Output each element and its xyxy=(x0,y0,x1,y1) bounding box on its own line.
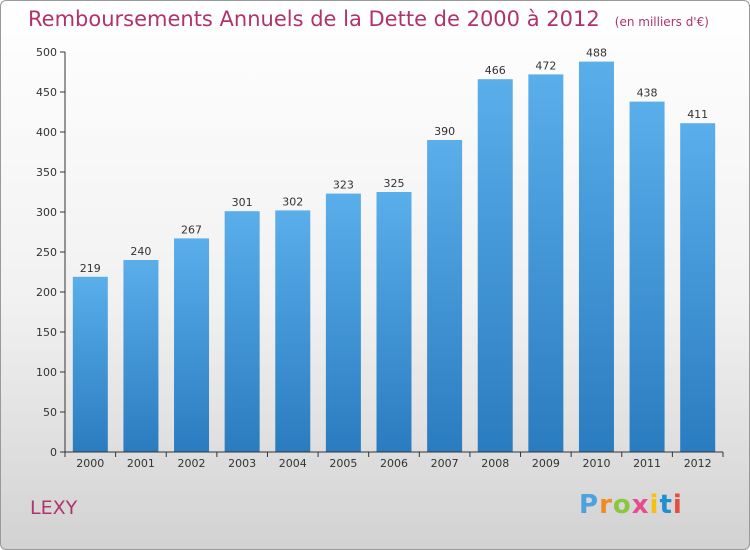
data-label-2001: 240 xyxy=(130,245,151,258)
axes-group: 2000 2001 2002 2003 2004 2005 2006 2007 2008 2009… xyxy=(36,46,724,470)
y-tick-label-400: 400 xyxy=(36,126,57,139)
y-tick-label-500: 500 xyxy=(36,46,57,59)
data-label-2010: 488 xyxy=(586,47,607,60)
y-tick-label-300: 300 xyxy=(36,206,57,219)
x-tick-label-2003: 2003 xyxy=(228,457,256,470)
data-label-2002: 267 xyxy=(181,223,202,236)
y-tick-label-200: 200 xyxy=(36,286,57,299)
y-tick-label-450: 450 xyxy=(36,86,57,99)
bar-2004 xyxy=(275,210,311,452)
data-label-2008: 466 xyxy=(485,64,506,77)
y-tick-label-350: 350 xyxy=(36,166,57,179)
brand-letter: i xyxy=(672,490,683,520)
x-tick-label-2010: 2010 xyxy=(582,457,610,470)
bar-2003 xyxy=(224,211,260,452)
bar-2010 xyxy=(578,61,614,452)
data-label-2009: 472 xyxy=(535,59,556,72)
data-label-2006: 325 xyxy=(384,177,405,190)
bar-2009 xyxy=(528,74,564,453)
x-tick-label-2004: 2004 xyxy=(279,457,307,470)
x-tick-label-2007: 2007 xyxy=(431,457,459,470)
data-label-2000: 219 xyxy=(80,262,101,275)
y-tick-label-150: 150 xyxy=(36,326,57,339)
bars-group: 219 240 267 301 302 323 325 390 466 472 488 438 411 xyxy=(72,47,716,453)
chart-unit: (en milliers d'€) xyxy=(614,15,709,29)
chart-title-main: Remboursements Annuels de la Dette de 20… xyxy=(28,7,600,31)
brand-letter: t xyxy=(659,490,673,520)
x-tick-label-2009: 2009 xyxy=(532,457,560,470)
chart-title: Remboursements Annuels de la Dette de 20… xyxy=(28,7,709,31)
x-tick-label-2002: 2002 xyxy=(178,457,206,470)
data-label-2007: 390 xyxy=(434,125,455,138)
data-label-2012: 411 xyxy=(687,108,708,121)
bar-2005 xyxy=(325,193,361,452)
place-name: LEXY xyxy=(30,497,78,519)
bar-2011 xyxy=(629,101,665,452)
brand-letter: r xyxy=(599,490,613,520)
bar-2012 xyxy=(680,123,716,452)
y-tick-label-250: 250 xyxy=(36,246,57,259)
x-tick-label-2005: 2005 xyxy=(329,457,357,470)
data-label-2003: 301 xyxy=(232,196,253,209)
x-tick-label-2000: 2000 xyxy=(76,457,104,470)
y-tick-label-0: 0 xyxy=(50,446,57,459)
y-tick-label-100: 100 xyxy=(36,366,57,379)
bar-2008 xyxy=(477,79,513,452)
brand-letter: o xyxy=(612,490,632,520)
bar-2001 xyxy=(123,260,159,452)
x-tick-label-2008: 2008 xyxy=(481,457,509,470)
data-label-2005: 323 xyxy=(333,179,354,192)
x-tick-label-2011: 2011 xyxy=(633,457,661,470)
y-tick-label-50: 50 xyxy=(43,406,57,419)
brand-letter: P xyxy=(579,490,600,520)
x-tick-label-2001: 2001 xyxy=(127,457,155,470)
data-label-2011: 438 xyxy=(637,87,658,100)
x-tick-label-2006: 2006 xyxy=(380,457,408,470)
bar-2002 xyxy=(174,238,210,452)
bar-2007 xyxy=(427,140,463,452)
bar-2000 xyxy=(72,276,108,452)
brand-logo: Proxiti xyxy=(579,490,683,520)
brand-letter: i xyxy=(649,490,660,520)
data-label-2004: 302 xyxy=(282,195,303,208)
x-tick-label-2012: 2012 xyxy=(684,457,712,470)
brand-letter: x xyxy=(631,490,650,520)
bar-2006 xyxy=(376,192,412,452)
